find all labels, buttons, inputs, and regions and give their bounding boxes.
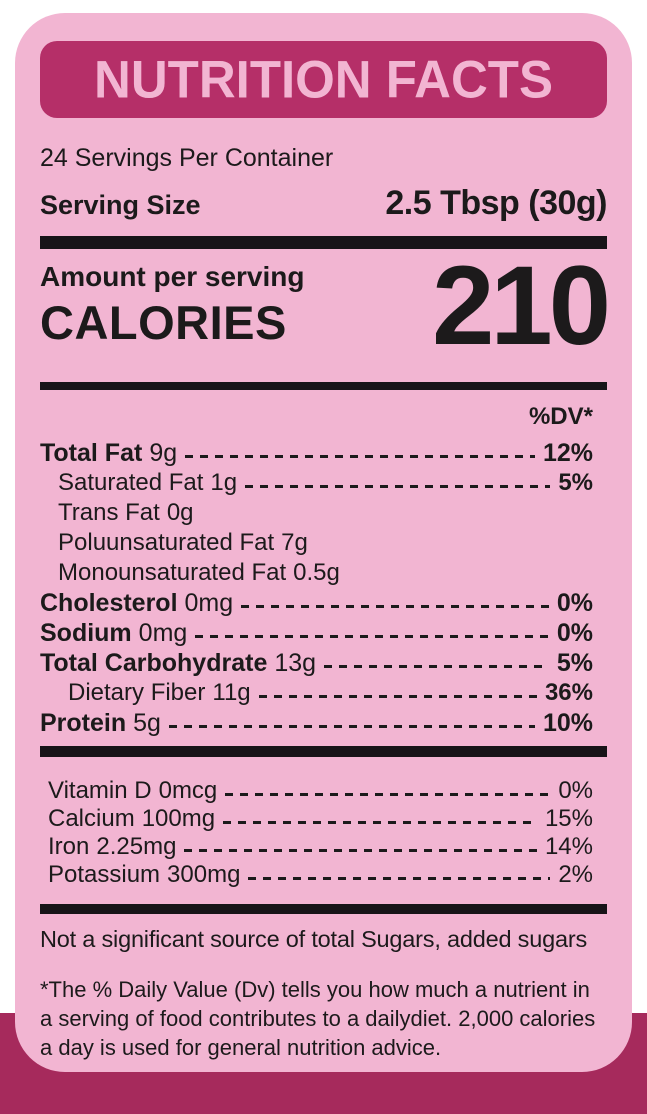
divider-below-vitamins [40, 904, 607, 914]
nutrition-label-card: NUTRITION FACTS 24 Servings Per Containe… [15, 13, 632, 1072]
nutrient-name: Monounsaturated Fat [58, 559, 287, 586]
nutrient-row: Trans Fat 0g [40, 498, 607, 528]
nutrient-amount: 0g [166, 499, 194, 526]
serving-size-value: 2.5 Tbsp (30g) [385, 184, 607, 222]
nutrient-name: Saturated Fat [58, 469, 204, 496]
nutrient-amount: 1g [210, 469, 238, 496]
nutrient-amount: 0mg [184, 588, 234, 617]
serving-size-row: Serving Size 2.5 Tbsp (30g) [40, 184, 607, 223]
nutrient-percent: 0% [558, 777, 593, 804]
nutrient-name: Protein [40, 708, 127, 737]
dotted-leader [241, 604, 549, 608]
nutrient-amount: 11g [212, 679, 251, 706]
dotted-leader [324, 664, 549, 668]
nutrient-name: Total Fat [40, 438, 143, 467]
nutrient-percent: 5% [558, 469, 593, 496]
nutrient-row: Cholesterol 0mg 0% [40, 588, 607, 618]
nutrient-name: Sodium [40, 618, 132, 647]
nutrient-table: Total Fat 9g 12% Saturated Fat 1g 5% Tra… [40, 438, 607, 738]
nutrient-amount: 0.5g [293, 559, 340, 586]
nutrient-name: Potassium [48, 861, 161, 888]
nutrient-amount: 100mg [141, 805, 216, 832]
nutrient-percent: 0% [556, 618, 593, 647]
serving-size-label: Serving Size [40, 190, 201, 220]
nutrient-percent: 2% [558, 861, 593, 888]
nutrient-amount: 7g [281, 529, 308, 556]
nutrient-percent: 14% [544, 833, 593, 860]
dotted-leader [168, 724, 535, 728]
nutrient-row: Protein 5g 10% [40, 708, 607, 738]
dotted-leader [184, 848, 537, 852]
dotted-leader [245, 484, 551, 488]
nutrient-row: Sodium 0mg 0% [40, 618, 607, 648]
nutrient-percent: 12% [542, 438, 593, 467]
vitamin-table: Vitamin D 0mcg 0% Calcium 100mg 15% Iron… [40, 777, 607, 889]
divider-below-nutrients [40, 746, 607, 757]
nutrient-row: Saturated Fat 1g 5% [40, 468, 607, 498]
nutrient-amount: 9g [149, 438, 178, 467]
nutrient-percent: 0% [556, 588, 593, 617]
divider-below-calories [40, 382, 607, 390]
nutrient-name: Vitamin D [48, 777, 152, 804]
not-significant-note: Not a significant source of total Sugars… [40, 926, 587, 952]
nutrient-amount: 2.25mg [96, 833, 177, 860]
divider-thick-top [40, 236, 607, 249]
nutrient-amount: 0mcg [158, 777, 218, 804]
nutrient-name: Cholesterol [40, 588, 178, 617]
dotted-leader [258, 694, 537, 698]
nutrient-row: Iron 2.25mg 14% [40, 833, 607, 861]
calories-label: CALORIES [40, 296, 287, 349]
nutrient-row: Total Carbohydrate 13g 5% [40, 648, 607, 678]
calories-value: 210 [432, 243, 611, 368]
nutrient-name: Calcium [48, 805, 135, 832]
nutrient-name: Poluunsaturated Fat [58, 529, 275, 556]
nutrient-name: Iron [48, 833, 90, 860]
nutrient-percent: 5% [556, 648, 593, 677]
nutrient-percent: 10% [542, 708, 593, 737]
nutrient-row: Dietary Fiber 11g 36% [40, 678, 607, 708]
page-title: NUTRITION FACTS [94, 49, 553, 110]
nutrient-name: Trans Fat [58, 499, 160, 526]
daily-value-column-header: %DV* [528, 403, 593, 430]
label-title-banner: NUTRITION FACTS [40, 41, 607, 118]
nutrient-row: Potassium 300mg 2% [40, 861, 607, 889]
nutrient-row: Vitamin D 0mcg 0% [40, 777, 607, 805]
nutrient-amount: 300mg [167, 861, 241, 888]
nutrient-row: Calcium 100mg 15% [40, 805, 607, 833]
daily-value-footnote: *The % Daily Value (Dv) tells you how mu… [40, 977, 596, 1060]
dotted-leader [185, 454, 535, 458]
nutrient-name: Dietary Fiber [68, 679, 206, 706]
nutrient-percent: 15% [544, 805, 593, 832]
nutrient-name: Total Carbohydrate [40, 648, 268, 677]
calories-labels: Amount per serving CALORIES [40, 258, 304, 350]
dotted-leader [223, 820, 537, 824]
nutrient-percent: 36% [544, 679, 593, 706]
nutrient-row: Total Fat 9g 12% [40, 438, 607, 468]
dotted-leader [195, 634, 549, 638]
servings-per-container: 24 Servings Per Container [40, 144, 334, 172]
amount-per-serving-label: Amount per serving [40, 261, 305, 292]
dotted-leader [248, 876, 551, 880]
nutrient-amount: 13g [274, 648, 317, 677]
calories-section: Amount per serving CALORIES 210 [40, 243, 611, 370]
nutrient-row: Poluunsaturated Fat 7g [40, 528, 607, 558]
nutrient-row: Monounsaturated Fat 0.5g [40, 558, 607, 588]
dotted-leader [225, 792, 551, 796]
nutrient-amount: 5g [133, 708, 161, 737]
nutrient-amount: 0mg [138, 618, 188, 647]
